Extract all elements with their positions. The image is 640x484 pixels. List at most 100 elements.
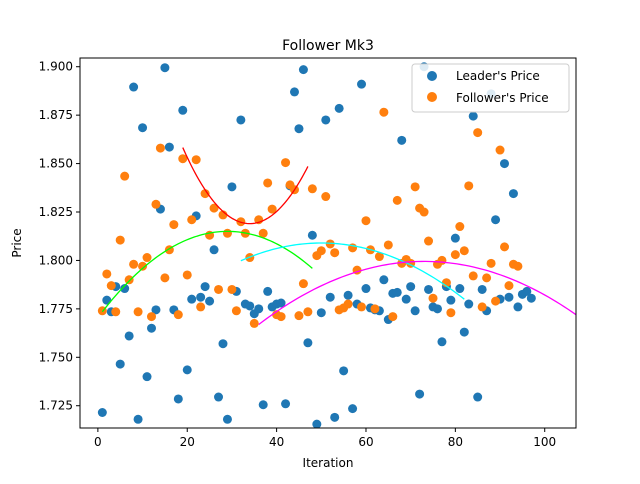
data-point — [361, 216, 371, 226]
data-point — [200, 282, 210, 292]
data-point — [307, 184, 317, 194]
data-point — [205, 296, 215, 306]
data-point — [160, 273, 170, 283]
legend-box — [411, 63, 570, 113]
data-point — [303, 338, 313, 348]
data-point — [115, 235, 125, 245]
data-point — [227, 284, 237, 294]
data-point — [455, 222, 465, 232]
data-point — [196, 302, 206, 312]
data-point — [281, 158, 291, 168]
data-point — [357, 302, 367, 312]
data-point — [419, 207, 429, 217]
data-point — [316, 308, 326, 318]
data-point — [482, 273, 492, 283]
y-tick-label: 1.725 — [39, 399, 73, 413]
data-point — [397, 135, 407, 145]
data-point — [468, 271, 478, 281]
data-point — [187, 294, 197, 304]
data-point — [477, 302, 487, 312]
data-point — [383, 240, 393, 250]
data-point — [124, 275, 134, 285]
data-point — [267, 204, 277, 214]
data-point — [182, 270, 192, 280]
data-point — [102, 269, 112, 279]
data-point — [209, 245, 219, 255]
data-point — [513, 261, 523, 271]
data-point — [187, 215, 197, 225]
data-point — [513, 302, 523, 312]
data-point — [124, 331, 134, 341]
data-point — [245, 301, 255, 311]
data-point — [160, 63, 170, 73]
data-point — [164, 142, 174, 152]
data-point — [106, 281, 116, 291]
fit-curve-3 — [258, 260, 576, 326]
data-point — [151, 199, 161, 209]
axis-ticks: 0 20 40 60 80 100 1.725 1.750 1.775 1.800 1.825 1.8… — [39, 60, 557, 449]
data-point — [455, 284, 465, 294]
data-point — [173, 310, 183, 320]
data-point — [142, 253, 152, 263]
y-tick-label: 1.800 — [39, 253, 73, 267]
y-tick-label: 1.875 — [39, 108, 73, 122]
data-point — [254, 304, 264, 314]
data-point — [115, 359, 125, 369]
data-point — [303, 307, 313, 317]
data-point — [258, 400, 268, 410]
data-point — [325, 239, 335, 249]
data-point — [129, 82, 139, 92]
data-point — [495, 145, 505, 155]
data-point — [459, 327, 469, 337]
data-point — [214, 284, 224, 294]
y-tick-label: 1.850 — [39, 157, 73, 171]
data-point — [173, 394, 183, 404]
fit-curve-1 — [101, 230, 313, 313]
data-point — [147, 323, 156, 333]
data-point — [379, 275, 389, 285]
data-point — [392, 287, 402, 297]
data-point — [142, 372, 152, 382]
data-point — [236, 115, 246, 125]
data-point — [504, 292, 514, 302]
plot-frame — [79, 57, 577, 429]
data-point — [348, 404, 358, 414]
data-point — [343, 290, 353, 300]
data-point — [361, 284, 371, 294]
data-point — [330, 248, 340, 258]
x-axis-label: Iteration — [303, 456, 354, 470]
data-point — [437, 255, 447, 265]
legend: Leader's Price Follower's Price — [411, 63, 570, 113]
data-point — [155, 143, 165, 153]
data-point — [379, 107, 389, 117]
data-point — [263, 178, 273, 188]
data-point — [410, 182, 420, 192]
data-point — [446, 308, 456, 318]
fit-curve-2 — [240, 242, 465, 300]
y-tick-label: 1.775 — [39, 302, 73, 316]
data-point — [138, 123, 148, 133]
data-point — [97, 408, 107, 417]
data-point — [276, 298, 286, 308]
y-axis-label: Price — [10, 228, 24, 257]
data-point — [491, 215, 501, 225]
y-tick-label: 1.750 — [39, 350, 73, 364]
legend-marker-follower — [427, 92, 437, 102]
data-point — [312, 419, 322, 428]
data-point — [249, 318, 259, 328]
data-point — [209, 203, 219, 213]
data-point — [294, 124, 304, 134]
data-point — [289, 87, 299, 97]
data-point — [263, 286, 273, 296]
data-point — [231, 306, 241, 316]
data-point — [370, 304, 380, 314]
data-point — [330, 412, 340, 422]
chart-title: Follower Mk3 — [282, 38, 374, 54]
data-point — [321, 192, 331, 202]
data-point — [424, 284, 434, 294]
x-tick-label: 80 — [448, 435, 463, 449]
data-point — [450, 233, 460, 243]
data-point — [281, 399, 291, 409]
legend-marker-leader — [427, 71, 437, 81]
